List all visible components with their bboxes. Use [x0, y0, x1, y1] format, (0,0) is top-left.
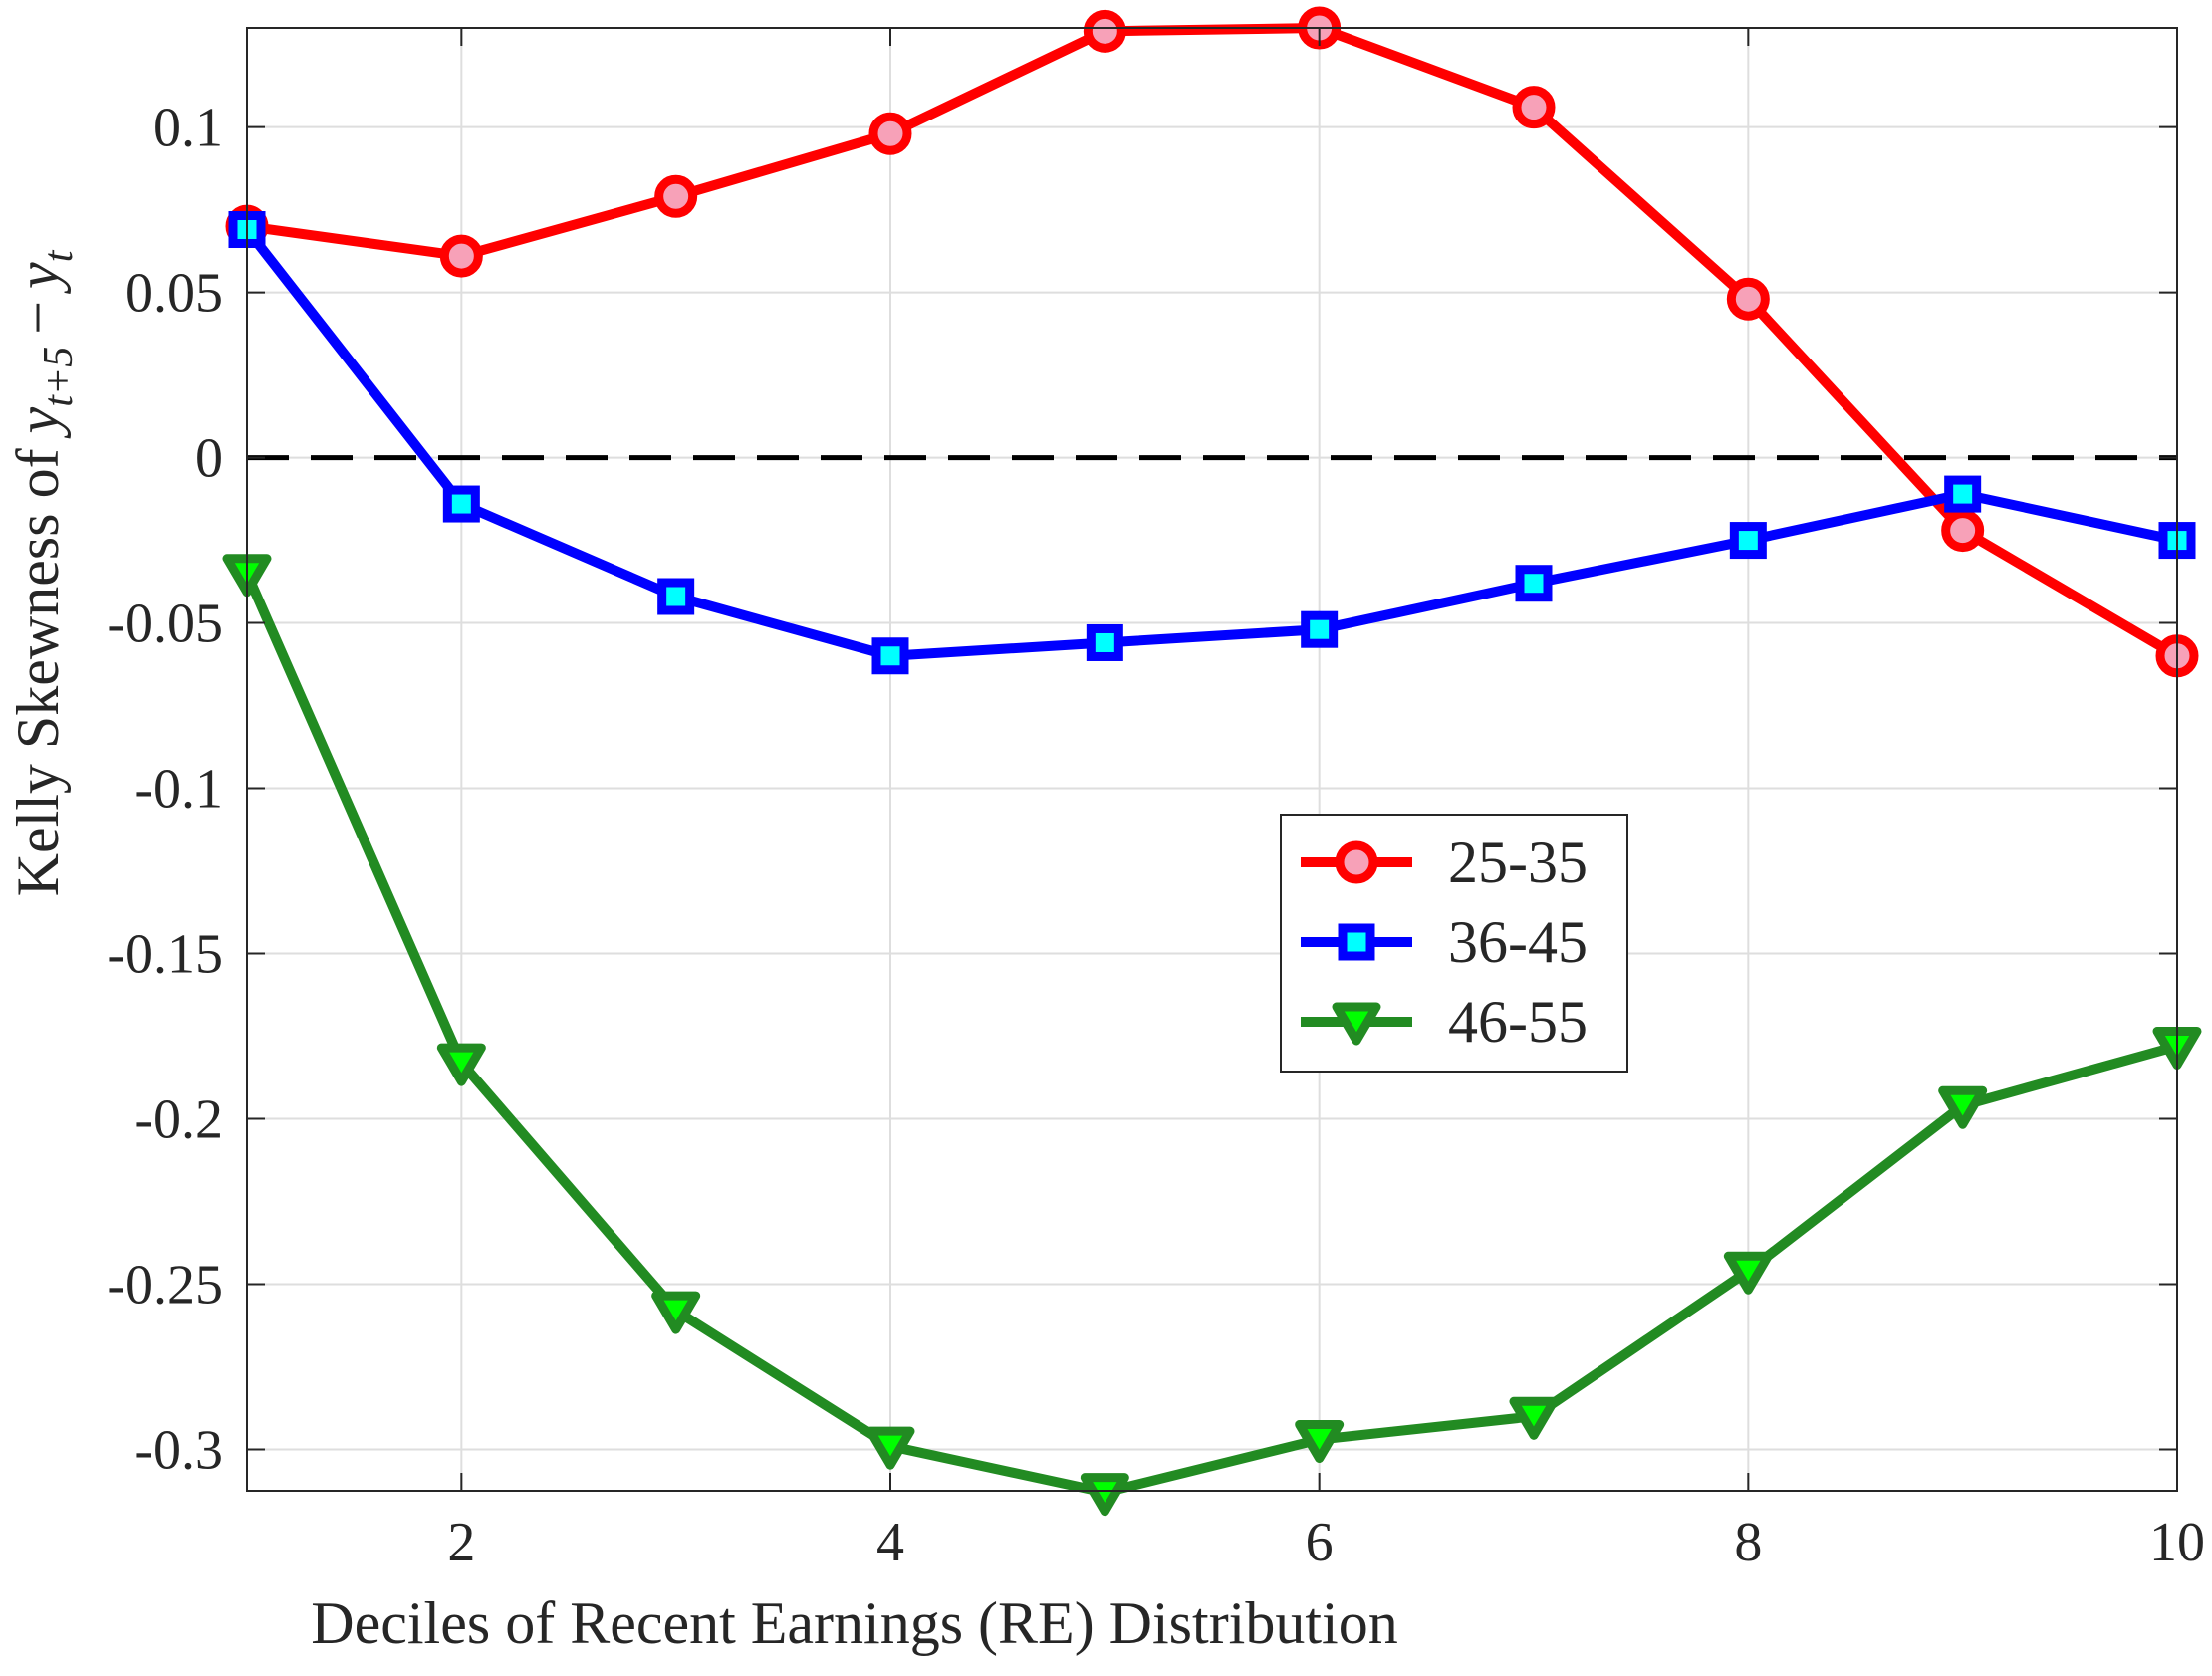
y-axis-label-var: y — [5, 406, 71, 439]
data-point-46-55 — [651, 1291, 701, 1334]
legend-marker-36-45 — [1338, 923, 1375, 961]
data-point-36-45 — [871, 637, 909, 675]
data-point-36-45 — [1515, 565, 1553, 602]
data-point-25-35 — [868, 112, 912, 155]
data-point-36-45 — [1086, 623, 1123, 661]
series-line-46-55 — [242, 571, 2179, 1498]
data-point-36-45 — [1944, 475, 1982, 513]
legend-item-25-35: 25-35 — [1301, 830, 1588, 895]
data-point-36-45 — [1729, 522, 1767, 560]
x-tick-label: 4 — [876, 1512, 904, 1573]
x-axis-label: Deciles of Recent Earnings (RE) Distribu… — [311, 1590, 1397, 1656]
x-tick-label: 10 — [2149, 1512, 2205, 1573]
y-tick-label: -0.15 — [107, 924, 223, 986]
y-axis-label-sub2: t — [36, 249, 82, 262]
series-group — [222, 6, 2202, 1517]
data-point-36-45 — [1301, 610, 1339, 648]
y-axis-label-var2: y — [5, 262, 71, 295]
data-point-46-55 — [1080, 1473, 1129, 1517]
data-point-25-35 — [1941, 509, 1985, 553]
y-tick-label: 0 — [195, 428, 223, 490]
series-line-36-45 — [243, 226, 2179, 661]
y-tick-label: -0.05 — [107, 594, 223, 655]
legend-label-36-45: 36-45 — [1448, 909, 1588, 975]
y-axis-label-minus: − — [5, 301, 71, 335]
data-point-46-55 — [436, 1043, 486, 1086]
y-tick-label: -0.1 — [134, 759, 223, 821]
data-point-46-55 — [1938, 1085, 1988, 1129]
data-point-36-45 — [442, 485, 480, 523]
data-point-25-35 — [1512, 86, 1556, 129]
x-tick-label: 6 — [1306, 1512, 1334, 1573]
legend-item-36-45: 36-45 — [1301, 909, 1588, 975]
x-tick-label: 2 — [447, 1512, 475, 1573]
data-point-46-55 — [1723, 1251, 1773, 1295]
y-axis-label: Kelly Skewness of yt+5−yt — [5, 249, 82, 896]
plot-frame — [246, 27, 2178, 1492]
data-point-46-55 — [1509, 1396, 1559, 1440]
y-axis-label-prefix: Kelly Skewness of — [5, 433, 71, 896]
data-point-46-55 — [1295, 1420, 1345, 1464]
legend-marker-46-55 — [1332, 1002, 1381, 1046]
y-tick-label: 0.05 — [125, 263, 223, 325]
legend-label-46-55: 46-55 — [1448, 989, 1588, 1055]
tick-labels: 2 4 6 8 10 0.1 0.05 0 -0.05 -0.1 -0.15 -0.2 -0.25 -0.… — [107, 98, 2205, 1573]
data-point-25-35 — [1726, 277, 1770, 321]
legend-label-25-35: 25-35 — [1448, 830, 1588, 895]
y-tick-label: -0.3 — [134, 1420, 223, 1482]
data-point-46-55 — [865, 1426, 915, 1470]
legend-marker-25-35 — [1335, 840, 1378, 884]
x-tick-label: 8 — [1734, 1512, 1762, 1573]
y-axis-label-sub1: t+5 — [36, 347, 82, 407]
legend: 25-35 36-45 46-55 — [1280, 814, 1628, 1073]
data-point-25-35 — [439, 234, 483, 278]
y-tick-label: 0.1 — [153, 98, 223, 159]
data-point-36-45 — [657, 578, 695, 615]
y-tick-label: -0.2 — [134, 1089, 223, 1151]
ticks — [247, 28, 2178, 1491]
data-point-25-35 — [654, 174, 698, 218]
y-tick-label: -0.25 — [107, 1255, 223, 1317]
data-point-25-35 — [1083, 9, 1126, 53]
legend-item-46-55: 46-55 — [1301, 989, 1588, 1055]
series-36-45 — [228, 211, 2196, 675]
series-line-25-35 — [246, 23, 2180, 661]
